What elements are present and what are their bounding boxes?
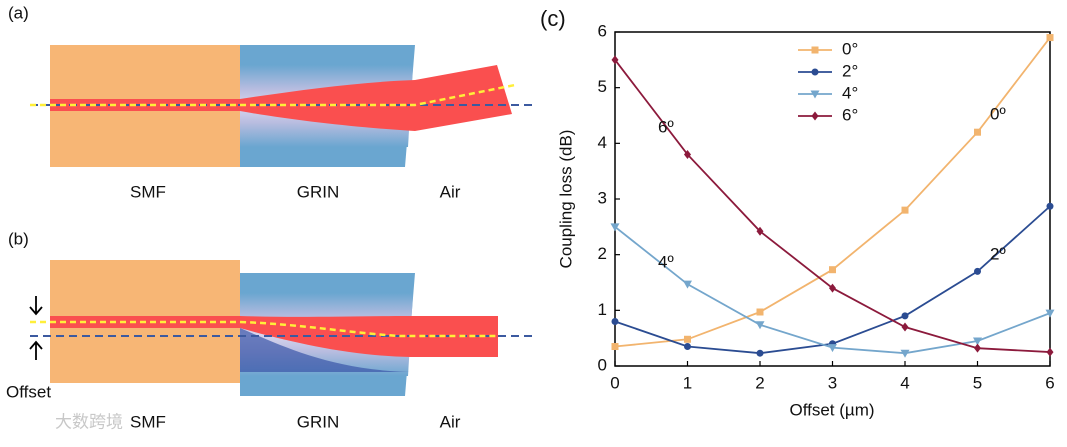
- ray: [30, 320, 498, 338]
- y-tick-label: 4: [598, 133, 607, 152]
- data-point: [756, 308, 764, 316]
- series-line: [614, 59, 1051, 353]
- x-tick-label: 0: [610, 373, 619, 392]
- data-point: [683, 280, 692, 289]
- data-point: [684, 335, 691, 343]
- panel-b: (b) Offset SMF GRIN Air 大数跨境: [6, 229, 535, 431]
- data-point: [1045, 309, 1055, 318]
- beam: [50, 65, 512, 131]
- y-tick-label: 6: [598, 21, 607, 40]
- data-point: [974, 267, 981, 275]
- offset-arrow: [29, 340, 43, 360]
- y-tick-label: 2: [598, 244, 607, 263]
- region-label: GRIN: [297, 182, 340, 201]
- data-point: [973, 337, 982, 346]
- watermark: 大数跨境: [55, 412, 123, 431]
- x-axis-label: Offset (µm): [789, 400, 874, 419]
- x-tick-label: 1: [683, 373, 692, 392]
- annotation: 4º: [658, 252, 674, 271]
- legend-marker: [811, 111, 819, 121]
- plot-frame: [614, 31, 1051, 367]
- region-label: SMF: [130, 412, 166, 431]
- legend-label: 4°: [842, 83, 858, 102]
- panel-label: (c): [540, 6, 566, 31]
- ray: [30, 83, 516, 107]
- y-tick-label: 3: [598, 188, 607, 207]
- data-point: [1046, 202, 1054, 210]
- offset-arrow: [29, 296, 43, 316]
- y-tick-label: 5: [598, 77, 607, 96]
- x-tick-label: 4: [900, 373, 909, 392]
- region-label: Air: [440, 182, 461, 201]
- data-point: [900, 349, 910, 358]
- x-tick-label: 6: [1045, 373, 1054, 392]
- annotation: 2º: [990, 244, 1006, 263]
- data-point: [755, 321, 765, 330]
- data-point: [901, 206, 909, 214]
- data-point: [684, 149, 691, 159]
- annotation: 6º: [658, 117, 674, 136]
- beam: [50, 316, 498, 357]
- data-point: [901, 312, 909, 320]
- legend-label: 6°: [842, 105, 858, 124]
- offset-label: Offset: [6, 382, 51, 401]
- data-point: [611, 343, 619, 351]
- data-point: [1046, 34, 1054, 42]
- data-point: [828, 344, 837, 353]
- data-point: [829, 266, 836, 274]
- legend-marker: [811, 68, 819, 76]
- region-label: SMF: [130, 182, 166, 201]
- panel-a: (a) SMF GRIN Air: [8, 3, 535, 201]
- x-tick-label: 5: [973, 373, 982, 392]
- y-tick-label: 0: [598, 355, 607, 374]
- data-point: [610, 223, 620, 232]
- y-tick-label: 1: [598, 300, 607, 319]
- data-point: [611, 55, 619, 65]
- region-label: GRIN: [297, 412, 340, 431]
- data-point: [611, 317, 619, 325]
- data-point: [756, 226, 764, 236]
- panel-label: (a): [8, 3, 29, 22]
- legend-marker: [810, 90, 820, 99]
- region-label: Air: [440, 412, 461, 431]
- data-point: [1046, 347, 1054, 357]
- panel-label: (b): [8, 229, 29, 248]
- annotation: 0º: [990, 104, 1006, 123]
- series-line: [614, 205, 1051, 355]
- data-point: [901, 322, 909, 332]
- data-point: [974, 343, 981, 353]
- y-axis-label: Coupling loss (dB): [556, 130, 575, 269]
- grin-shade: [240, 328, 410, 372]
- data-point: [974, 128, 981, 136]
- legend-label: 0°: [842, 39, 858, 58]
- data-point: [756, 349, 764, 357]
- x-tick-label: 3: [828, 373, 837, 392]
- x-tick-label: 2: [755, 373, 764, 392]
- data-point: [829, 283, 836, 293]
- data-point: [684, 343, 691, 351]
- legend-label: 2°: [842, 61, 858, 80]
- series-line: [614, 37, 1051, 348]
- legend-marker: [811, 46, 819, 54]
